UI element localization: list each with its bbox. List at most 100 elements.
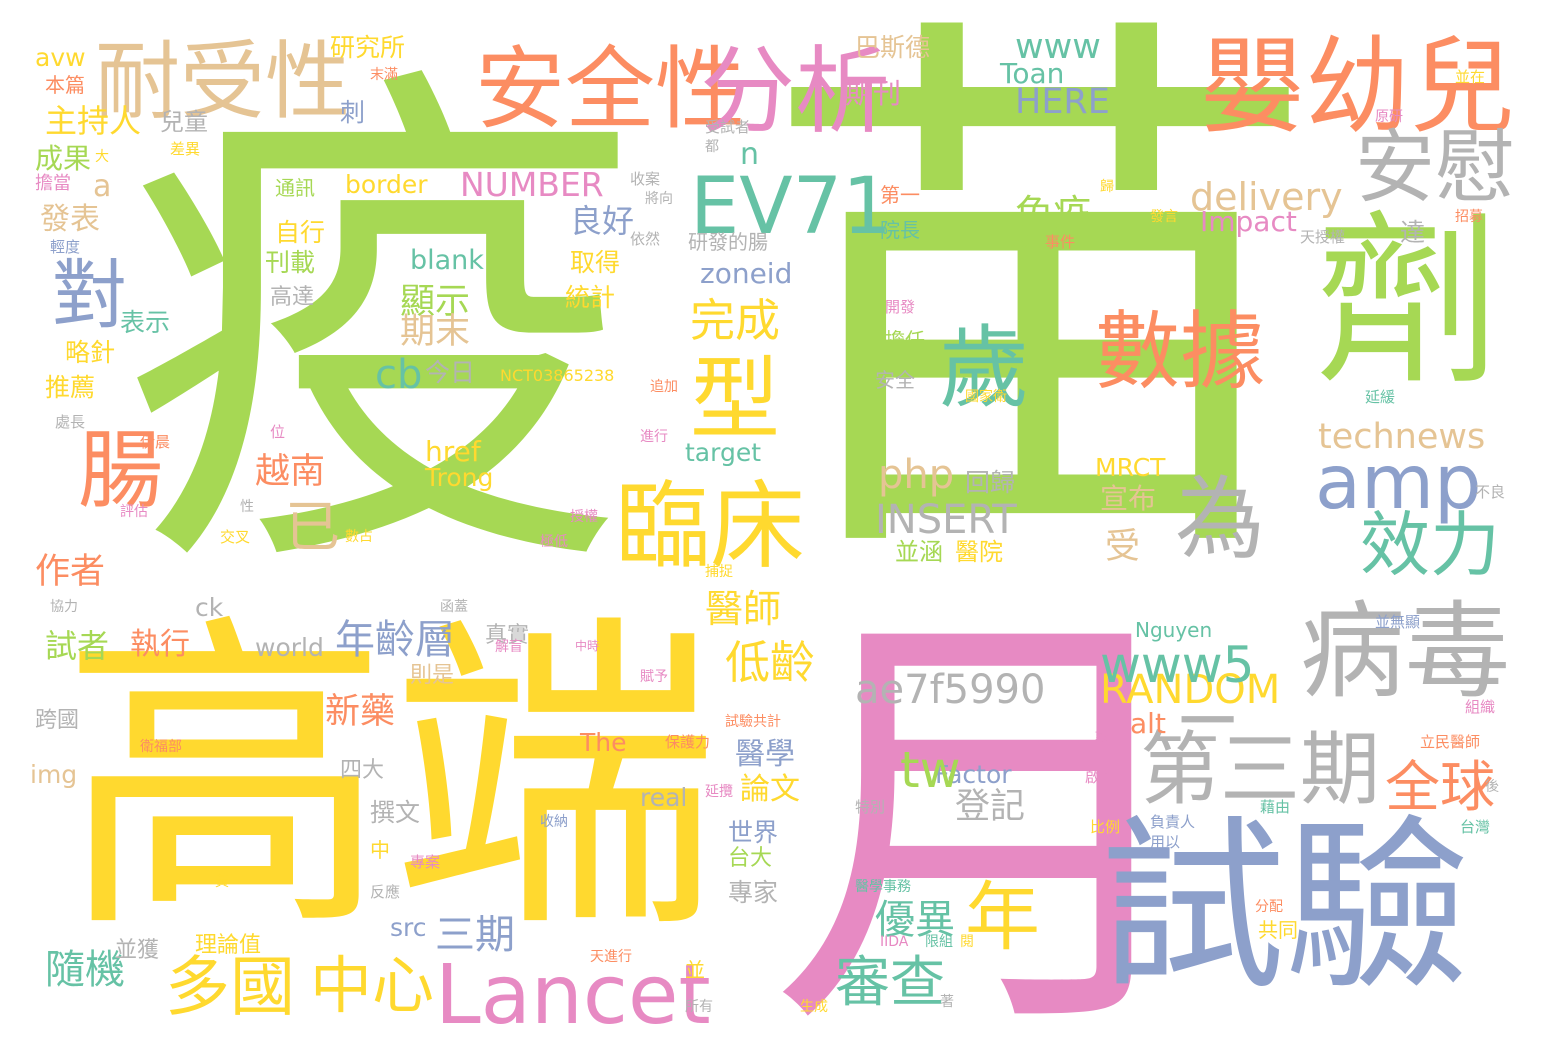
cloud-word: real (640, 783, 688, 812)
cloud-word: 共同 (1258, 918, 1298, 942)
cloud-word: 自行 (275, 218, 326, 247)
cloud-word: 理論值 (195, 933, 262, 958)
cloud-word: 全球 (1385, 755, 1496, 819)
cloud-word: 效力 (1360, 504, 1500, 586)
cloud-word: ae7f5990 (855, 667, 1046, 713)
cloud-word: Trong (425, 463, 494, 492)
cloud-word: 劑 (1315, 194, 1500, 410)
cloud-word: 評估 (120, 504, 148, 520)
cloud-word: 末滿 (370, 67, 398, 83)
cloud-word: 所有 (685, 999, 713, 1015)
cloud-word: 已 (285, 495, 341, 559)
cloud-word: 試驗共計 (725, 714, 781, 730)
cloud-word: 歲 (923, 320, 1028, 410)
cloud-word: 戴 (1095, 729, 1109, 745)
cloud-word: 賦予 (640, 669, 668, 685)
cloud-word: 耐受性 (95, 33, 351, 132)
cloud-word: 醫學 (735, 737, 795, 772)
cloud-word: 試驗 (1100, 799, 1470, 1015)
cloud-word: 病毒 (1300, 591, 1511, 713)
cloud-word: Lancet (435, 948, 711, 1043)
cloud-word: 第一 (880, 183, 920, 207)
cloud-word: 宣布 (1100, 482, 1157, 515)
cloud-word: 年齡層 (335, 617, 455, 663)
cloud-word: 為 (1175, 467, 1265, 572)
cloud-word: 隨機 (45, 947, 125, 993)
cloud-word: 組織 (1465, 698, 1496, 716)
cloud-word: 統計 (565, 283, 616, 312)
cloud-word: 試者 (45, 627, 110, 665)
cloud-word: php (878, 452, 955, 498)
cloud-word: 撰文 (370, 798, 421, 827)
cloud-word: NCT03865238 (500, 366, 615, 385)
cloud-word: 捕捉 (705, 564, 733, 580)
cloud-word: 表示 (120, 308, 171, 337)
cloud-word: 疫 (120, 27, 640, 633)
cloud-word: 數據 (1095, 303, 1266, 402)
cloud-word: 位 (270, 423, 286, 441)
cloud-word: The (580, 728, 627, 757)
cloud-word: 中 (370, 838, 390, 862)
cloud-word: 著 (940, 994, 954, 1010)
cloud-word: 授權 (570, 509, 598, 525)
cloud-word: 並 (685, 958, 705, 982)
cloud-word: 第三期 (1140, 723, 1380, 816)
cloud-word: blank (410, 245, 484, 276)
cloud-word: 開發 (885, 298, 916, 316)
cloud-word: 真實 (485, 623, 530, 648)
cloud-word: 解盲 (495, 639, 523, 655)
cloud-word: 極低 (540, 534, 568, 550)
cloud-word: 後 (1485, 779, 1499, 795)
cloud-word: MRCT (1095, 453, 1166, 482)
cloud-word: 衛福部 (140, 739, 182, 755)
cloud-word: 處長 (55, 413, 86, 431)
cloud-word: 並獲 (115, 938, 160, 963)
cloud-word: 登記 (955, 787, 1026, 827)
cloud-word: 保護力 (665, 733, 711, 751)
cloud-word: 臨床 (615, 472, 806, 582)
cloud-word: 多國 (165, 950, 296, 1025)
cloud-word: 免疫 (1015, 192, 1092, 236)
cloud-word: 研發的腸 (688, 230, 768, 254)
cloud-word: 招募 (1455, 209, 1483, 225)
cloud-word: target (685, 438, 762, 467)
cloud-word: 交叉 (220, 528, 251, 546)
cloud-word: a (93, 169, 112, 204)
cloud-word: n (740, 137, 760, 172)
cloud-word: 收納 (540, 814, 568, 830)
cloud-word: 巴斯德 (855, 33, 931, 62)
cloud-word: 事件 (1045, 233, 1076, 251)
cloud-word: 執行 (130, 627, 190, 662)
cloud-word: 分配 (1255, 899, 1283, 915)
cloud-word: 受 (1105, 527, 1141, 567)
cloud-word: 對 (39, 255, 127, 330)
cloud-word: 藉由 (1260, 798, 1291, 816)
cloud-word: 發言 (1150, 209, 1178, 225)
cloud-word: 優異 (875, 897, 955, 943)
cloud-word: 期刊 (845, 77, 902, 110)
cloud-word: 追加 (650, 379, 678, 395)
cloud-word: 原研 (1375, 109, 1403, 125)
cloud-word: 三期 (435, 912, 515, 958)
cloud-word: 啟動 (1085, 768, 1116, 786)
cloud-word: 都 (705, 139, 719, 155)
cloud-word: 並涵 (895, 538, 943, 566)
cloud-word: 主持人 (45, 102, 142, 140)
cloud-word: 醫學事務 (855, 879, 911, 895)
cloud-word: 論文 (740, 772, 800, 807)
cloud-word: 研究所 (330, 33, 406, 62)
cloud-word: 略針 (65, 338, 116, 367)
cloud-word: 分析 (700, 37, 891, 147)
cloud-word: href (425, 435, 481, 468)
cloud-word: Impact (1200, 205, 1297, 238)
cloud-word: 大 (95, 149, 109, 165)
cloud-word: delivery (1190, 175, 1343, 219)
cloud-word: 本篇 (45, 73, 85, 97)
cloud-word: 擔當 (35, 173, 71, 194)
cloud-word: 歸 (1100, 179, 1114, 195)
cloud-word: 型 (690, 347, 780, 452)
cloud-word: 中時 (575, 639, 600, 653)
cloud-word: cb (375, 352, 423, 398)
cloud-word: 安全性 (475, 37, 745, 142)
